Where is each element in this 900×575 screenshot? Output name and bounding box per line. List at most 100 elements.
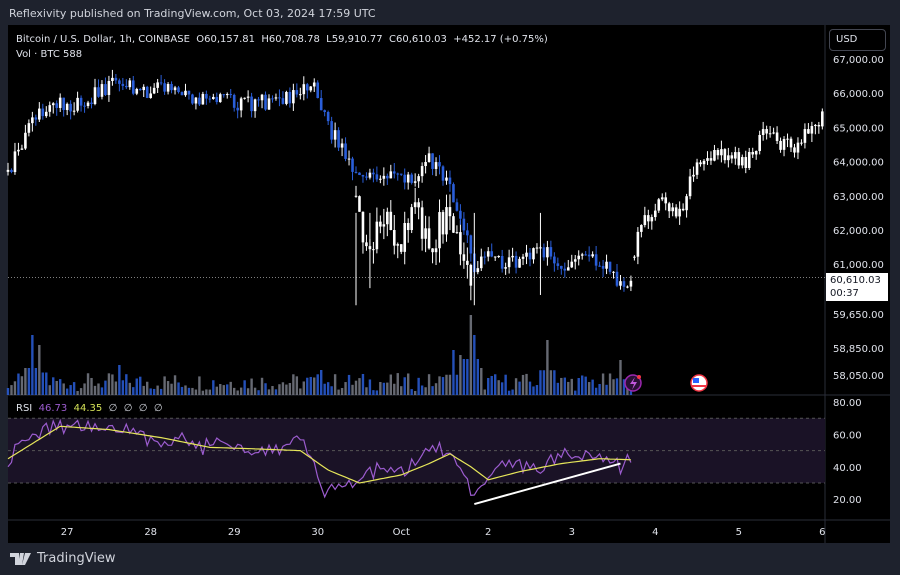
volume-bar (274, 389, 278, 395)
candle-body (177, 87, 180, 93)
volume-bar (608, 373, 612, 395)
overlay-candle-body (403, 223, 407, 252)
candle-body (13, 151, 17, 173)
volume-bar (591, 379, 594, 395)
candle-body (149, 93, 152, 98)
volume-bar (257, 390, 260, 395)
ohlc-change: +452.17 (+0.75%) (453, 34, 548, 45)
volume-bar (393, 383, 396, 395)
rsi-tick-label: 20.00 (833, 495, 862, 506)
volume-bar (358, 378, 361, 395)
candle-body (403, 174, 407, 183)
candle-body (619, 281, 622, 286)
volume-bar (114, 381, 118, 395)
tradingview-logo: TradingView (10, 551, 116, 566)
candle-body (170, 84, 173, 91)
volume-bar (52, 377, 55, 395)
candle-body (455, 202, 459, 211)
candle-body (587, 254, 591, 257)
volume-bar (166, 381, 170, 395)
time-tick-label: 2 (485, 527, 491, 538)
candle-body (118, 80, 121, 84)
volume-bar (205, 389, 208, 395)
projection-candle-body (636, 231, 640, 257)
time-tick-label: Oct (393, 527, 410, 538)
candle-body (459, 210, 462, 219)
volume-bar (584, 376, 587, 395)
projection-candle-body (803, 129, 807, 143)
candle-body (229, 94, 233, 96)
volume-bar (459, 355, 462, 395)
candle-body (441, 166, 445, 181)
flash-icon-dot (637, 375, 641, 379)
volume-bar (226, 384, 229, 395)
volume-bar (62, 383, 65, 395)
volume-bar (125, 374, 128, 395)
volume-bar (93, 385, 97, 395)
symbol-legend: Bitcoin / U.S. Dollar, 1h, COINBASE O60,… (16, 32, 548, 62)
projection-candle-body (758, 134, 761, 152)
overlay-candle-body (399, 244, 403, 252)
overlay-candle-body (455, 232, 459, 234)
candle-body (152, 87, 156, 94)
rsi-legend: RSI 46.73 44.35 ∅ ∅ ∅ ∅ (16, 403, 163, 414)
publisher-caption: Reflexivity published on TradingView.com… (9, 7, 376, 20)
candle-body (528, 252, 532, 260)
volume-bar (427, 374, 431, 395)
volume-bar (250, 378, 253, 395)
projection-candle-body (807, 129, 810, 134)
volume-bar (6, 388, 10, 395)
projection-candle-body (779, 140, 782, 150)
price-tick-label: 66,000.00 (833, 89, 884, 100)
volume-bar (198, 376, 201, 395)
volume-bar (351, 384, 354, 395)
symbol-name[interactable]: Bitcoin / U.S. Dollar, 1h, COINBASE (16, 34, 190, 45)
candle-body (445, 177, 448, 181)
volume-bar (264, 383, 267, 395)
volume-bar (431, 386, 434, 395)
volume-bar (79, 388, 83, 395)
candle-body (131, 80, 135, 94)
candle-body (479, 256, 483, 269)
volume-bar (549, 370, 553, 395)
price-tick-label: 67,000.00 (833, 55, 884, 66)
ohlc-low: L59,910.77 (326, 34, 383, 45)
overlay-candle-body (445, 207, 448, 235)
volume-bar (285, 384, 288, 395)
volume-bar (194, 389, 198, 395)
candle-body (191, 94, 194, 104)
candle-body (431, 153, 434, 169)
overlay-candle-body (452, 216, 455, 233)
candle-body (292, 90, 295, 104)
candle-body (20, 148, 24, 150)
overlay-candle-body (389, 211, 393, 230)
candle-body (232, 94, 236, 108)
candle-body (361, 175, 365, 177)
overlay-candle-body (466, 260, 469, 265)
currency-button[interactable]: USD (829, 29, 886, 51)
candle-body (535, 247, 539, 249)
candle-body (180, 92, 184, 96)
rsi-name[interactable]: RSI (16, 403, 33, 414)
volume-bar (173, 375, 177, 395)
volume-bar (379, 382, 382, 395)
candle-body (121, 83, 125, 86)
candle-body (208, 98, 212, 100)
candle-body (83, 105, 86, 107)
projection-candle-body (765, 129, 768, 134)
rsi-trendline (474, 462, 621, 506)
candle-body (577, 255, 581, 260)
candle-body (125, 85, 128, 88)
volume-bar (233, 387, 236, 395)
candle-body (584, 254, 587, 256)
overlay-candle-body (375, 221, 379, 250)
candle-body (612, 271, 615, 273)
candle-body (187, 90, 191, 95)
projection-candle-body (800, 142, 803, 144)
candle-body (225, 94, 229, 96)
volume-bar (407, 373, 410, 395)
candle-body (438, 162, 441, 167)
volume-bar (201, 390, 205, 395)
candle-body (375, 174, 379, 180)
